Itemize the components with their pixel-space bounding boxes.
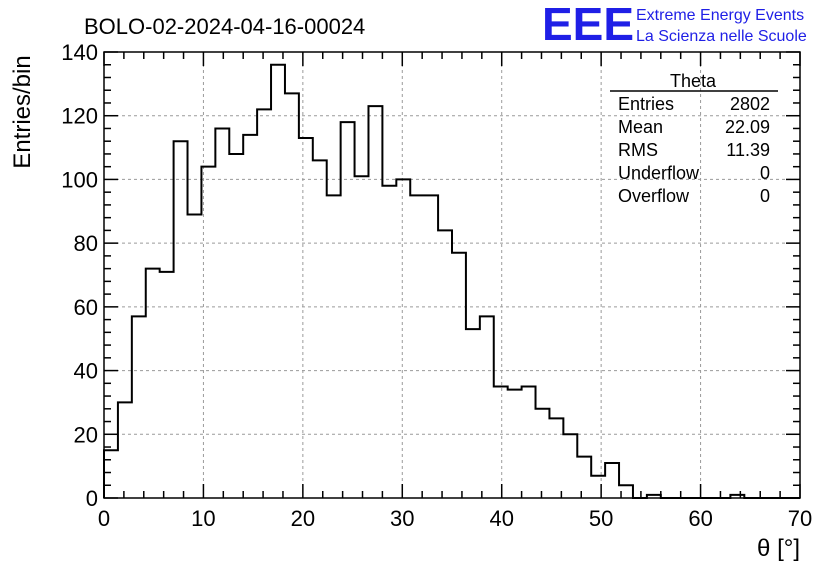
histogram-bin xyxy=(577,457,591,498)
stats-row-value: 0 xyxy=(760,186,770,206)
eee-logo: EEE Extreme Energy Events La Scienza nel… xyxy=(542,0,807,50)
plot-frame xyxy=(103,51,801,499)
y-tick-labels: 0 20 40 60 80 100 120 140 xyxy=(61,40,98,511)
histogram-bin xyxy=(396,179,410,498)
axes xyxy=(103,51,801,499)
x-axis-title: θ [°] xyxy=(757,535,800,562)
histogram-bin xyxy=(271,65,285,498)
x-tick-label: 0 xyxy=(98,506,110,531)
histogram-bin xyxy=(424,195,438,498)
histogram-bin xyxy=(243,135,257,498)
histogram-bin xyxy=(229,154,243,498)
histogram-bin xyxy=(563,434,577,498)
y-tick-label: 100 xyxy=(61,167,98,192)
histogram-bin xyxy=(313,160,327,498)
histogram-bin xyxy=(355,176,369,498)
histogram-bin xyxy=(480,316,494,498)
eee-logo-line2: La Scienza nelle Scuole xyxy=(636,28,807,45)
y-tick-label: 60 xyxy=(74,295,98,320)
eee-logo-line1: Extreme Energy Events xyxy=(636,7,804,24)
stats-name: Theta xyxy=(670,71,717,91)
histogram-bin xyxy=(536,409,550,498)
y-tick-label: 0 xyxy=(86,486,98,511)
histogram-series xyxy=(103,63,800,499)
stats-row-value: 11.39 xyxy=(726,140,770,160)
histogram-bin xyxy=(410,195,424,498)
histogram-bin xyxy=(132,316,146,498)
histogram-bin xyxy=(591,476,605,498)
x-tick-label: 40 xyxy=(489,506,513,531)
histogram-bin xyxy=(341,122,355,498)
histogram-bin xyxy=(508,390,522,498)
stats-row-value: 0 xyxy=(760,163,770,183)
stats-row-label: Underflow xyxy=(618,163,700,183)
histogram-bin xyxy=(104,450,118,498)
eee-logo-mark: EEE xyxy=(542,0,634,50)
y-tick-label: 120 xyxy=(61,104,98,129)
histogram-bin xyxy=(438,230,452,498)
histogram-bin xyxy=(160,272,174,498)
y-tick-label: 20 xyxy=(74,422,98,447)
histogram-bin xyxy=(466,329,480,498)
stats-row-value: 22.09 xyxy=(725,117,770,137)
histogram-bin xyxy=(146,269,160,498)
stats-row-label: Entries xyxy=(618,94,674,114)
y-tick-label: 80 xyxy=(74,231,98,256)
histogram-bin xyxy=(118,402,132,498)
histogram-bin xyxy=(299,138,313,498)
histogram-bin xyxy=(605,463,619,498)
histogram-bin xyxy=(327,195,341,498)
histogram-bin xyxy=(452,253,466,498)
histogram-bin xyxy=(285,93,299,498)
histogram-bin xyxy=(549,418,563,498)
histogram-bin xyxy=(494,387,508,499)
stats-row-label: Mean xyxy=(618,117,663,137)
x-tick-label: 10 xyxy=(191,506,215,531)
stats-row-value: 2802 xyxy=(730,94,770,114)
x-tick-label: 30 xyxy=(390,506,414,531)
histogram-bin xyxy=(368,106,382,498)
histogram-bin xyxy=(174,141,188,498)
histogram-outline xyxy=(103,63,800,499)
x-tick-label: 50 xyxy=(589,506,613,531)
y-axis-title: Entries/bin xyxy=(9,55,36,168)
stats-row-label: RMS xyxy=(618,140,658,160)
histogram-bin xyxy=(215,128,229,498)
chart-title: BOLO-02-2024-04-16-00024 xyxy=(84,14,365,39)
y-tick-label: 40 xyxy=(74,359,98,384)
histogram-bin xyxy=(188,214,202,498)
x-tick-label: 60 xyxy=(688,506,712,531)
x-tick-labels: 0 10 20 30 40 50 60 70 xyxy=(98,506,812,531)
x-tick-label: 70 xyxy=(788,506,812,531)
x-tick-label: 20 xyxy=(291,506,315,531)
stats-box: Theta Entries 2802 Mean 22.09 RMS 11.39 Underf… xyxy=(610,71,778,206)
y-tick-label: 140 xyxy=(61,40,98,65)
histogram-bin xyxy=(522,387,536,499)
stats-row-label: Overflow xyxy=(618,186,690,206)
histogram-bin xyxy=(382,186,396,498)
grid xyxy=(104,52,800,498)
histogram-bin xyxy=(257,109,271,498)
